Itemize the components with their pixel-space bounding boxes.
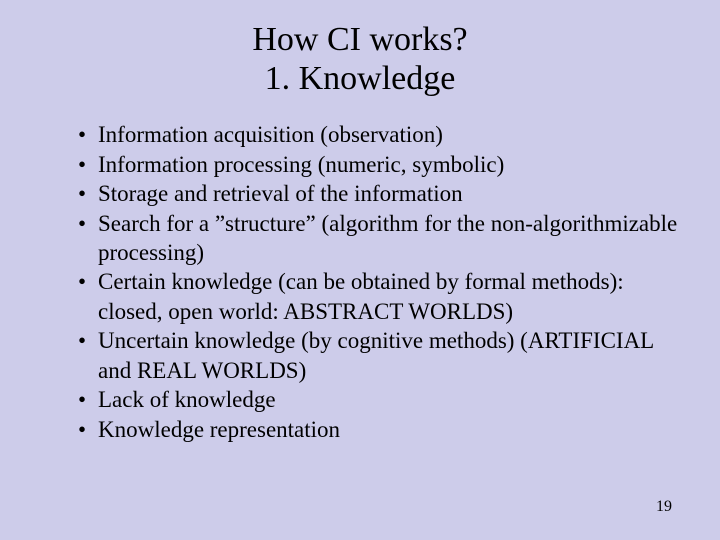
- list-item: Uncertain knowledge (by cognitive method…: [78, 326, 680, 385]
- slide-title: How CI works? 1. Knowledge: [40, 20, 680, 98]
- bullet-text: Information processing (numeric, symboli…: [98, 152, 504, 177]
- bullet-text: Lack of knowledge: [98, 387, 276, 412]
- bullet-text: Information acquisition (observation): [98, 122, 443, 147]
- list-item: Lack of knowledge: [78, 385, 680, 414]
- bullet-list: Information acquisition (observation) In…: [60, 120, 680, 444]
- list-item: Certain knowledge (can be obtained by fo…: [78, 267, 680, 326]
- list-item: Search for a ”structure” (algorithm for …: [78, 209, 680, 268]
- page-number: 19: [656, 498, 672, 516]
- bullet-text: Knowledge representation: [98, 417, 340, 442]
- list-item: Information processing (numeric, symboli…: [78, 150, 680, 179]
- bullet-text: Search for a ”structure” (algorithm for …: [98, 211, 677, 265]
- title-line-2: 1. Knowledge: [40, 59, 680, 98]
- list-item: Storage and retrieval of the information: [78, 179, 680, 208]
- bullet-text: Storage and retrieval of the information: [98, 181, 463, 206]
- bullet-text: Certain knowledge (can be obtained by fo…: [98, 269, 624, 323]
- slide-container: How CI works? 1. Knowledge Information a…: [0, 0, 720, 540]
- bullet-text: Uncertain knowledge (by cognitive method…: [98, 328, 653, 382]
- title-line-1: How CI works?: [40, 20, 680, 59]
- list-item: Knowledge representation: [78, 415, 680, 444]
- list-item: Information acquisition (observation): [78, 120, 680, 149]
